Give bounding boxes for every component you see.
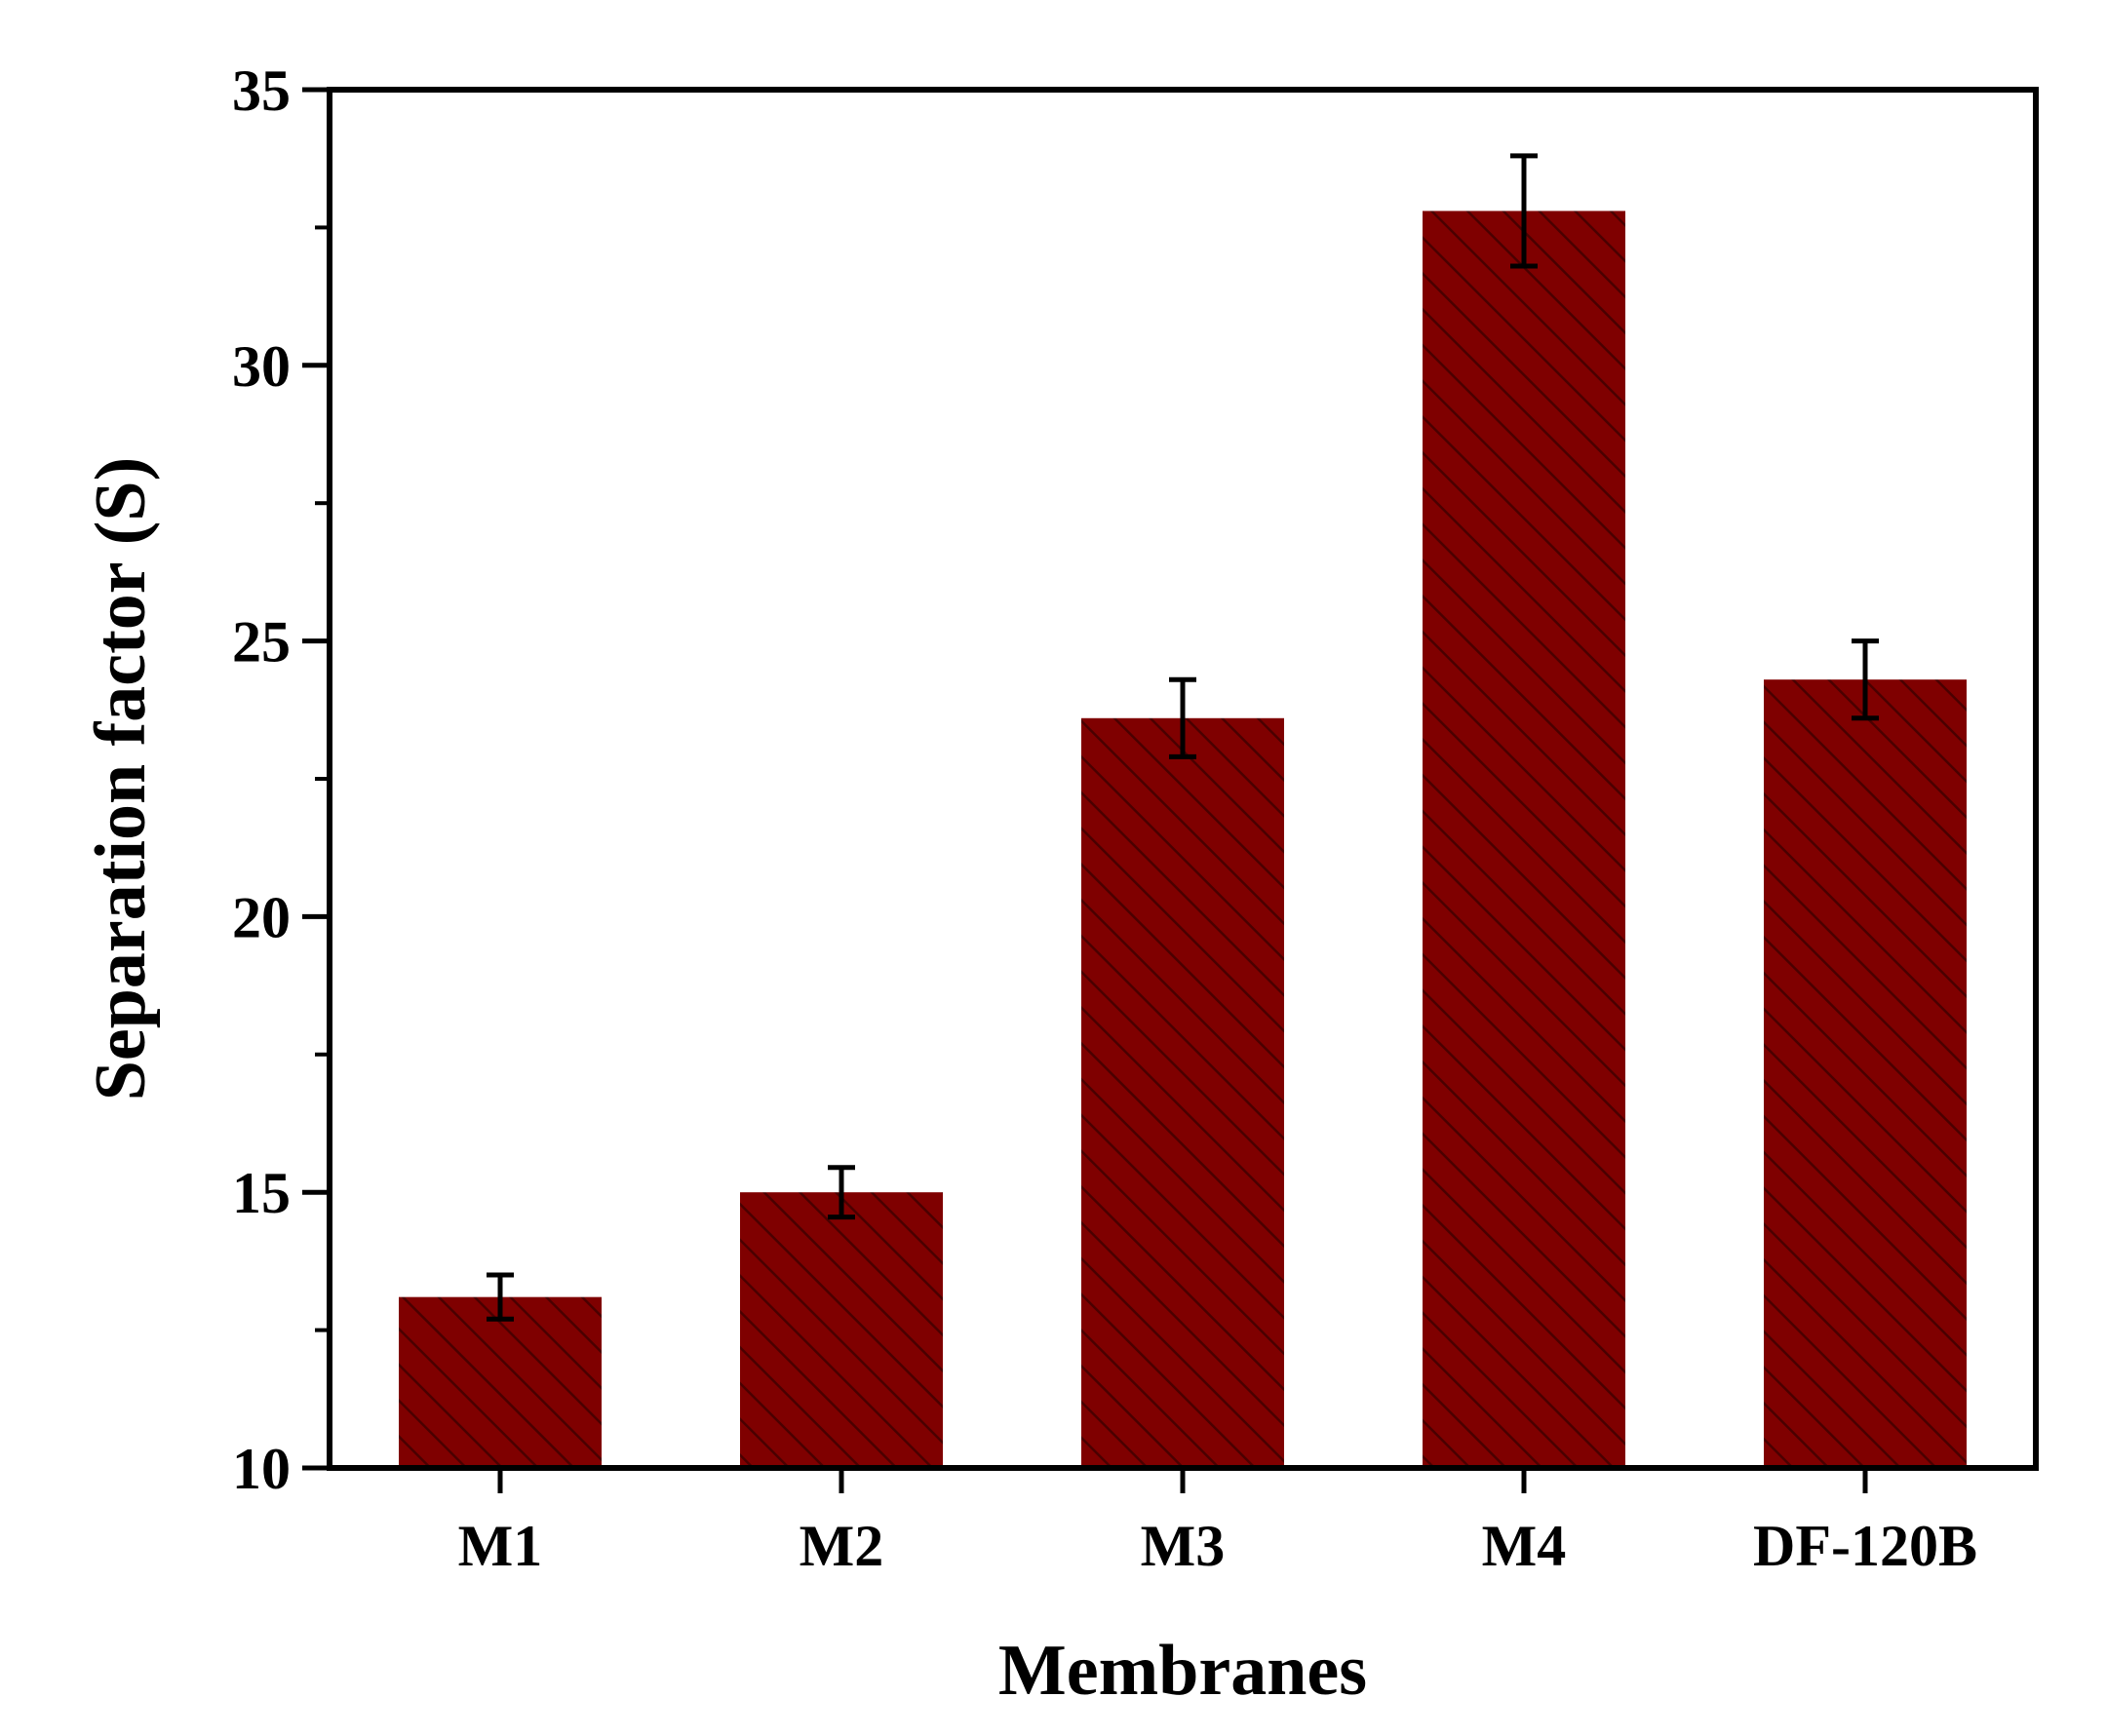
bars-layer	[399, 211, 1967, 1468]
error-bar-m1	[487, 1272, 514, 1322]
error-bar-df-120b	[1852, 638, 1879, 721]
y-tick-label: 30	[232, 334, 291, 399]
bar-m1	[399, 1296, 602, 1468]
y-axis-ticks: 10 15 20 25 30 35	[232, 58, 330, 1501]
bar-m3	[1081, 717, 1284, 1468]
error-bars-layer	[487, 153, 1879, 1322]
y-tick-label: 15	[232, 1161, 291, 1225]
error-bar-m4	[1510, 153, 1538, 269]
y-axis-title: Separation factor (S)	[81, 457, 161, 1100]
error-bar-m2	[828, 1165, 855, 1220]
y-tick-label: 25	[232, 610, 291, 675]
y-tick-label: 20	[232, 885, 291, 949]
x-tick-label: M1	[458, 1514, 543, 1578]
x-tick-label: DF-120B	[1753, 1514, 1977, 1578]
bar-m2	[740, 1192, 943, 1468]
x-tick-label: M2	[800, 1514, 884, 1578]
x-tick-label: M4	[1482, 1514, 1567, 1578]
y-tick-label: 35	[232, 58, 291, 123]
x-axis-ticks: M1 M2 M3 M4 DF-120B	[458, 1468, 1977, 1578]
x-tick-label: M3	[1141, 1514, 1226, 1578]
y-tick-label: 10	[232, 1437, 291, 1501]
error-bar-m3	[1169, 676, 1196, 759]
bar-m4	[1423, 211, 1625, 1468]
bar-df-120b	[1764, 679, 1967, 1468]
x-axis-title: Membranes	[998, 1631, 1367, 1711]
